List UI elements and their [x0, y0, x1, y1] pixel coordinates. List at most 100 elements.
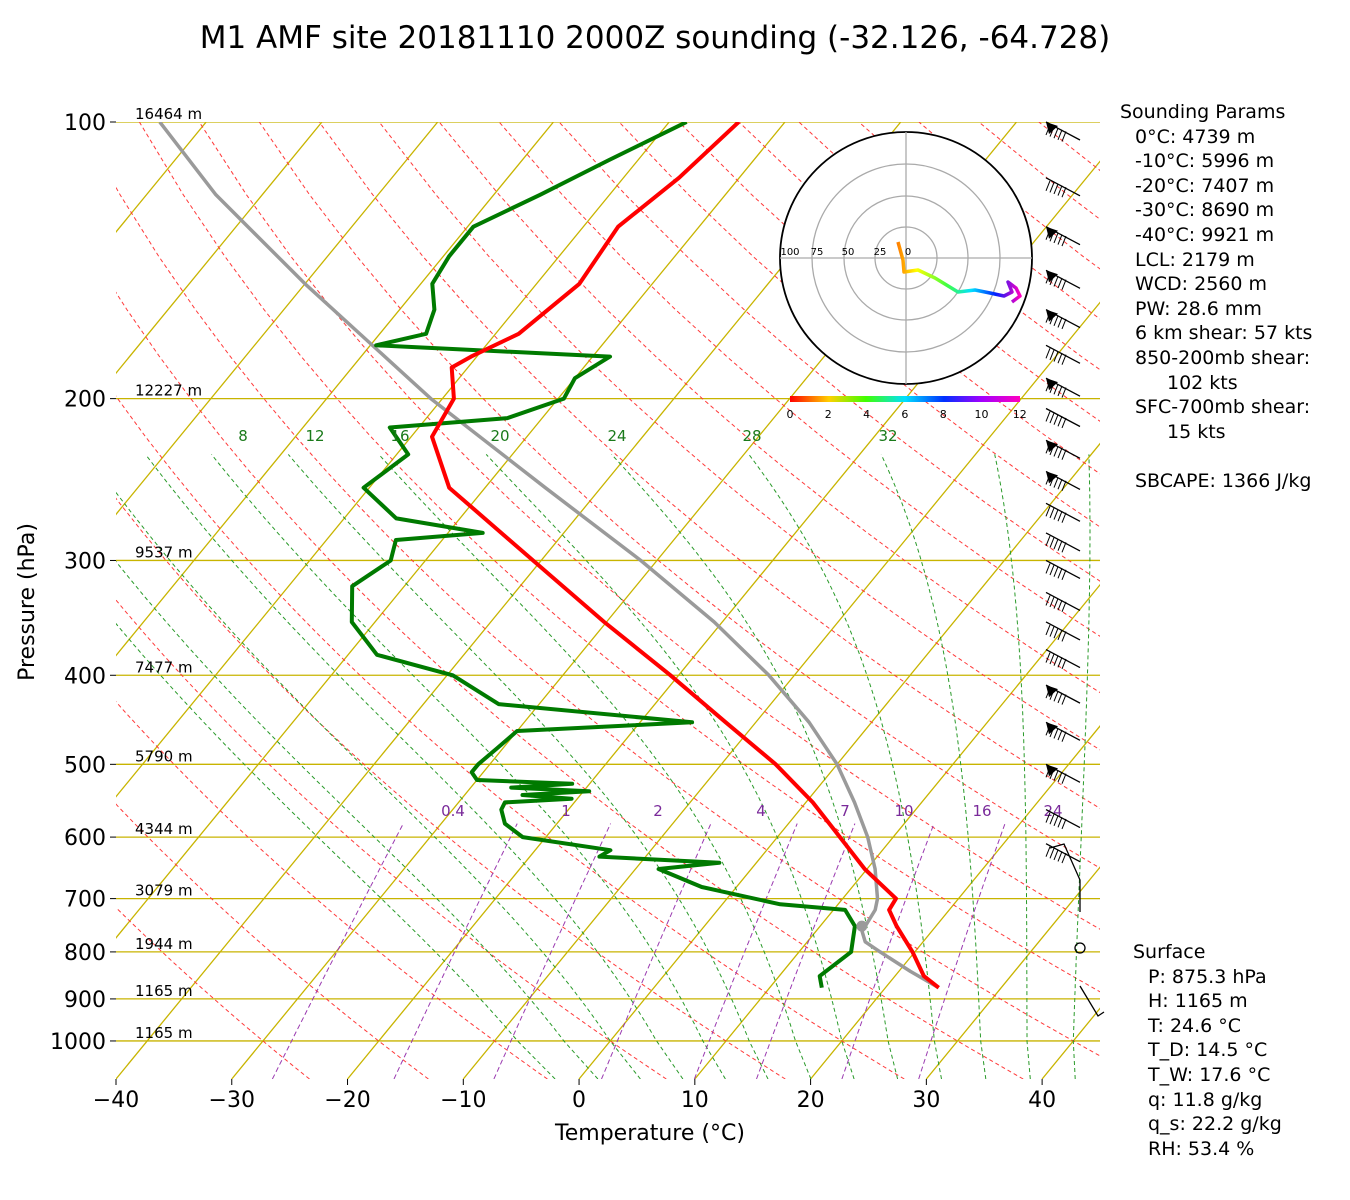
mixing-ratio-label: 4 — [756, 802, 766, 820]
surface-sat-mixing-ratio: q_s: 22.2 g/kg — [1148, 1113, 1282, 1136]
mixing-ratio-label: 16 — [972, 802, 991, 820]
dry-adiabat — [116, 701, 548, 1079]
colorbar-tick-label: 12 — [1013, 408, 1027, 421]
wind-barb-feather — [1049, 564, 1055, 576]
wind-barb-feather — [1057, 692, 1063, 704]
x-axis-label: Temperature (°C) — [554, 1121, 745, 1146]
wind-barb-feather — [1057, 540, 1063, 551]
wind-barb — [1045, 177, 1081, 198]
moist-adiabat-label: 8 — [238, 427, 248, 445]
moist-adiabat — [116, 491, 641, 1079]
wind-barb — [1045, 344, 1081, 365]
wind-barb-feather — [1057, 447, 1063, 459]
wind-barb-feather — [1057, 416, 1063, 427]
moist-adiabat — [211, 454, 726, 1079]
y-tick-label: 900 — [64, 988, 106, 1013]
wind-barb-feather — [1045, 595, 1051, 606]
wind-barb — [1045, 470, 1081, 491]
wind-barb — [1045, 684, 1081, 705]
param-shear-850-200-label: 850-200mb shear: — [1135, 346, 1311, 369]
wind-barb — [1045, 763, 1081, 784]
dry-adiabat — [198, 122, 1100, 930]
wind-barb-staff — [1045, 621, 1081, 641]
height-label: 5790 m — [135, 747, 193, 765]
moist-adiabat — [116, 622, 556, 1079]
moist-adiabat — [116, 560, 599, 1079]
wind-barb-feather — [1057, 385, 1063, 397]
wind-barb-feather — [1049, 444, 1055, 456]
isotherm-line — [116, 122, 670, 798]
profile-lines — [158, 122, 940, 990]
wind-barb-feather — [1061, 186, 1067, 198]
surface-params: Surface P: 875.3 hPa H: 1165 m T: 24.6 °C T… — [1133, 940, 1282, 1161]
wind-barb-feather — [1045, 624, 1051, 636]
sounding-params: Sounding Params 0°C: 4739 m -10°C: 5996 m… — [1120, 100, 1312, 494]
wind-barb-feather — [1057, 771, 1063, 783]
dry-adiabat — [138, 122, 1100, 993]
calm-wind-marker — [1074, 942, 1086, 954]
surface-temperature: T: 24.6 °C — [1148, 1014, 1242, 1037]
wind-barb-feather — [1049, 231, 1055, 242]
wind-barb-feather — [1053, 414, 1059, 425]
surface-heading: Surface — [1133, 941, 1206, 963]
wind-barb-feather — [1053, 655, 1059, 666]
moist-adiabat — [378, 454, 812, 1079]
wind-barb-feather — [1045, 652, 1051, 663]
wind-barb-feather — [1061, 773, 1067, 784]
wind-barb-feather — [1049, 182, 1055, 193]
colorbar-tick-label: 8 — [940, 408, 947, 421]
wind-barb-feather — [1045, 443, 1051, 454]
wind-barb-feather — [1061, 480, 1067, 491]
param-freezing-level: 0°C: 4739 m — [1135, 125, 1256, 148]
isotherm-line — [116, 122, 554, 657]
height-label: 1944 m — [135, 935, 193, 953]
wind-barb-flag — [1046, 764, 1058, 777]
isotherm-line — [925, 866, 1100, 1079]
dry-adiabat — [116, 291, 1024, 1079]
wind-barb-flag — [1046, 685, 1058, 698]
wind-barb — [1045, 377, 1081, 398]
moist-adiabat — [880, 454, 987, 1079]
wind-barb-feather — [1049, 596, 1055, 608]
mixing-ratio-line — [271, 823, 404, 1079]
wind-barb-feather — [1057, 817, 1063, 828]
param-shear-sfc-700-label: SFC-700mb shear: — [1135, 396, 1311, 419]
wind-barb-staff — [1045, 648, 1081, 669]
wind-barb-feather — [1045, 124, 1051, 136]
wind-barb — [1045, 648, 1081, 670]
params-heading: Sounding Params — [1120, 101, 1286, 123]
dry-adiabat — [438, 122, 1100, 694]
x-tick-label: −30 — [209, 1088, 255, 1113]
wind-barb-feather — [1057, 510, 1063, 522]
wind-barb-feather — [1049, 626, 1055, 637]
height-label: 1165 m — [135, 1024, 193, 1042]
height-label: 3079 m — [135, 882, 193, 900]
wind-barb-feather — [1061, 631, 1067, 642]
param-shear-850-200-value: 102 kts — [1167, 371, 1238, 394]
wind-barb-staff — [1045, 344, 1081, 364]
moist-adiabat — [611, 454, 899, 1079]
wind-barb-feather — [1053, 598, 1059, 609]
wind-barb-flag — [1046, 722, 1058, 735]
surface-height: H: 1165 m — [1148, 990, 1248, 1013]
moist-adiabat — [748, 454, 942, 1079]
y-tick-label: 700 — [64, 888, 106, 913]
isotherm-line — [116, 122, 323, 375]
chart-title: M1 AMF site 20181110 2000Z sounding (-32… — [199, 20, 1111, 56]
wind-barb-feather — [1053, 509, 1059, 520]
wind-barb-staff — [1045, 843, 1081, 863]
param-m20-level: -20°C: 7407 m — [1135, 174, 1275, 197]
wind-barb-feather — [1057, 185, 1063, 196]
mixing-ratio-line — [493, 823, 612, 1079]
dewpoint-profile — [349, 122, 857, 989]
param-wcd: WCD: 2560 m — [1135, 273, 1268, 296]
dry-adiabat — [116, 803, 429, 1079]
y-tick-label: 200 — [64, 388, 106, 413]
wind-barb-feather — [1049, 848, 1055, 859]
wind-barb-feather — [1053, 128, 1059, 139]
wind-barb-feather — [1053, 770, 1059, 781]
mixing-ratio-line — [841, 823, 935, 1079]
wind-barb-feather — [1049, 507, 1055, 519]
